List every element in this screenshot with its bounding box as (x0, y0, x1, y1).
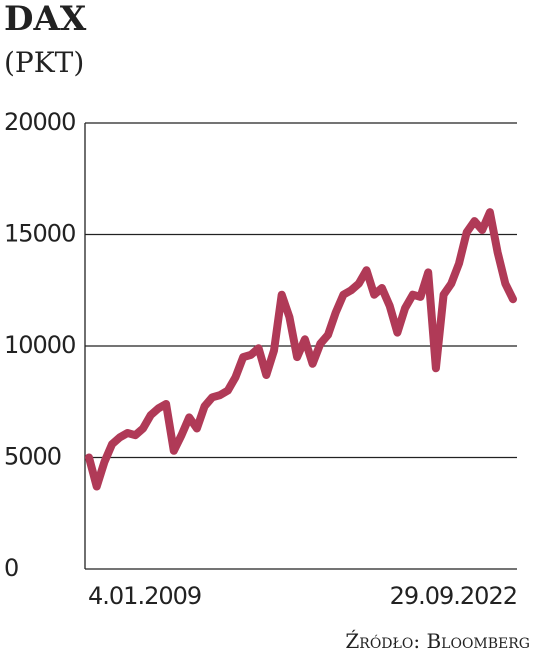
chart-subtitle: (PKT) (4, 46, 84, 79)
x-tick-label: 29.09.2022 (390, 582, 517, 610)
chart-title: DAX (4, 0, 87, 39)
y-tick-label: 20000 (4, 108, 75, 136)
line-series (85, 208, 517, 491)
x-tick-label: 4.01.2009 (88, 582, 201, 610)
y-tick-label: 10000 (4, 331, 75, 359)
y-tick-label: 15000 (4, 220, 75, 248)
y-tick-label: 5000 (4, 443, 61, 471)
source: Źródło: Bloomberg (345, 629, 530, 653)
y-tick-label: 0 (4, 554, 18, 582)
